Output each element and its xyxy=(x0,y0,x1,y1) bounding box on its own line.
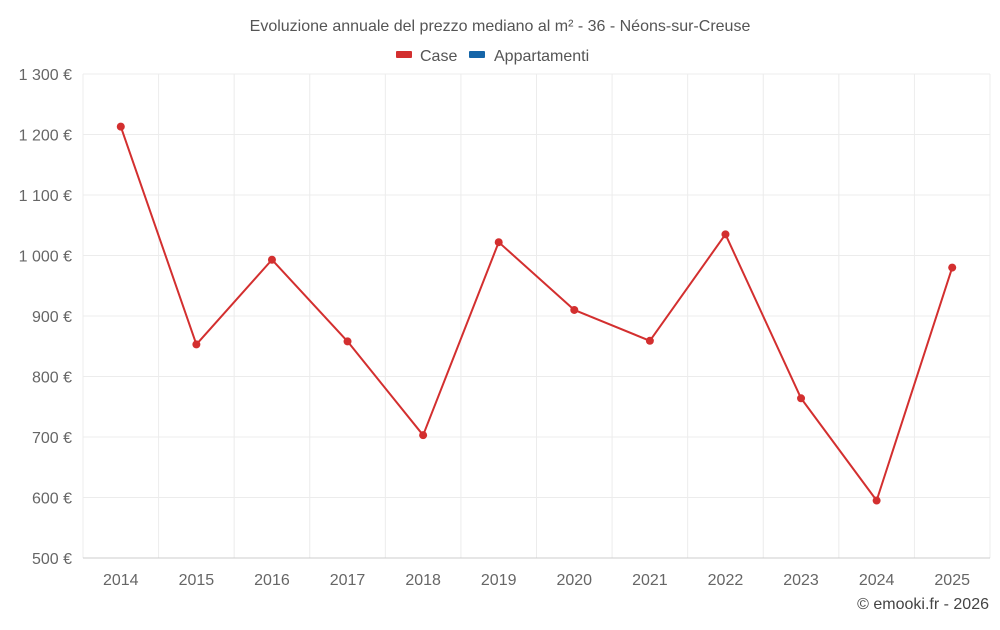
data-point-2021[interactable] xyxy=(645,336,654,345)
legend-label-appartamenti: Appartamenti xyxy=(494,48,589,65)
y-tick-label: 1 300 € xyxy=(19,67,72,84)
data-point-2019[interactable] xyxy=(494,238,503,247)
legend-swatch-appartamenti xyxy=(469,51,485,58)
y-tick-label: 700 € xyxy=(32,430,72,447)
legend-item-case[interactable]: Case xyxy=(396,48,457,65)
x-axis-ticks: 2014 2015 2016 2017 2018 2019 2020 2021 2022 2023… xyxy=(103,572,970,589)
x-tick-label: 2016 xyxy=(254,572,290,589)
y-tick-label: 500 € xyxy=(32,551,72,568)
x-tick-label: 2021 xyxy=(632,572,668,589)
credit-text: © emooki.fr - 2026 xyxy=(857,596,989,613)
y-tick-label: 1 200 € xyxy=(19,128,72,145)
x-tick-label: 2019 xyxy=(481,572,517,589)
x-tick-label: 2018 xyxy=(405,572,441,589)
data-point-2014[interactable] xyxy=(116,122,125,131)
data-point-2020[interactable] xyxy=(570,305,579,314)
y-tick-label: 900 € xyxy=(32,309,72,326)
data-point-2023[interactable] xyxy=(797,394,806,403)
series-line-case xyxy=(119,126,954,502)
y-tick-label: 600 € xyxy=(32,491,72,508)
data-point-2025[interactable] xyxy=(948,263,957,272)
data-point-2022[interactable] xyxy=(721,230,730,239)
legend[interactable]: Case Appartamenti xyxy=(396,48,589,65)
x-tick-label: 2025 xyxy=(934,572,970,589)
chart-title: Evoluzione annuale del prezzo mediano al… xyxy=(250,18,751,35)
data-point-2016[interactable] xyxy=(267,255,276,264)
x-tick-label: 2022 xyxy=(708,572,744,589)
series-case[interactable] xyxy=(116,122,957,505)
x-tick-label: 2023 xyxy=(783,572,819,589)
y-tick-label: 800 € xyxy=(32,370,72,387)
legend-swatch-case xyxy=(396,51,412,58)
x-tick-label: 2014 xyxy=(103,572,139,589)
y-tick-label: 1 000 € xyxy=(19,249,72,266)
data-point-2024[interactable] xyxy=(872,496,881,505)
grid xyxy=(82,73,991,559)
legend-item-appartamenti[interactable]: Appartamenti xyxy=(469,48,589,65)
legend-label-case: Case xyxy=(420,48,457,65)
y-tick-label: 1 100 € xyxy=(19,188,72,205)
data-point-2018[interactable] xyxy=(419,431,428,440)
y-axis-ticks: 1 300 € 1 200 € 1 100 € 1 000 € 900 € 800 € 70… xyxy=(19,67,72,568)
x-tick-label: 2024 xyxy=(859,572,895,589)
x-tick-label: 2015 xyxy=(179,572,215,589)
x-tick-label: 2020 xyxy=(556,572,592,589)
x-tick-label: 2017 xyxy=(330,572,366,589)
data-point-2015[interactable] xyxy=(192,340,201,349)
data-point-2017[interactable] xyxy=(343,337,352,346)
